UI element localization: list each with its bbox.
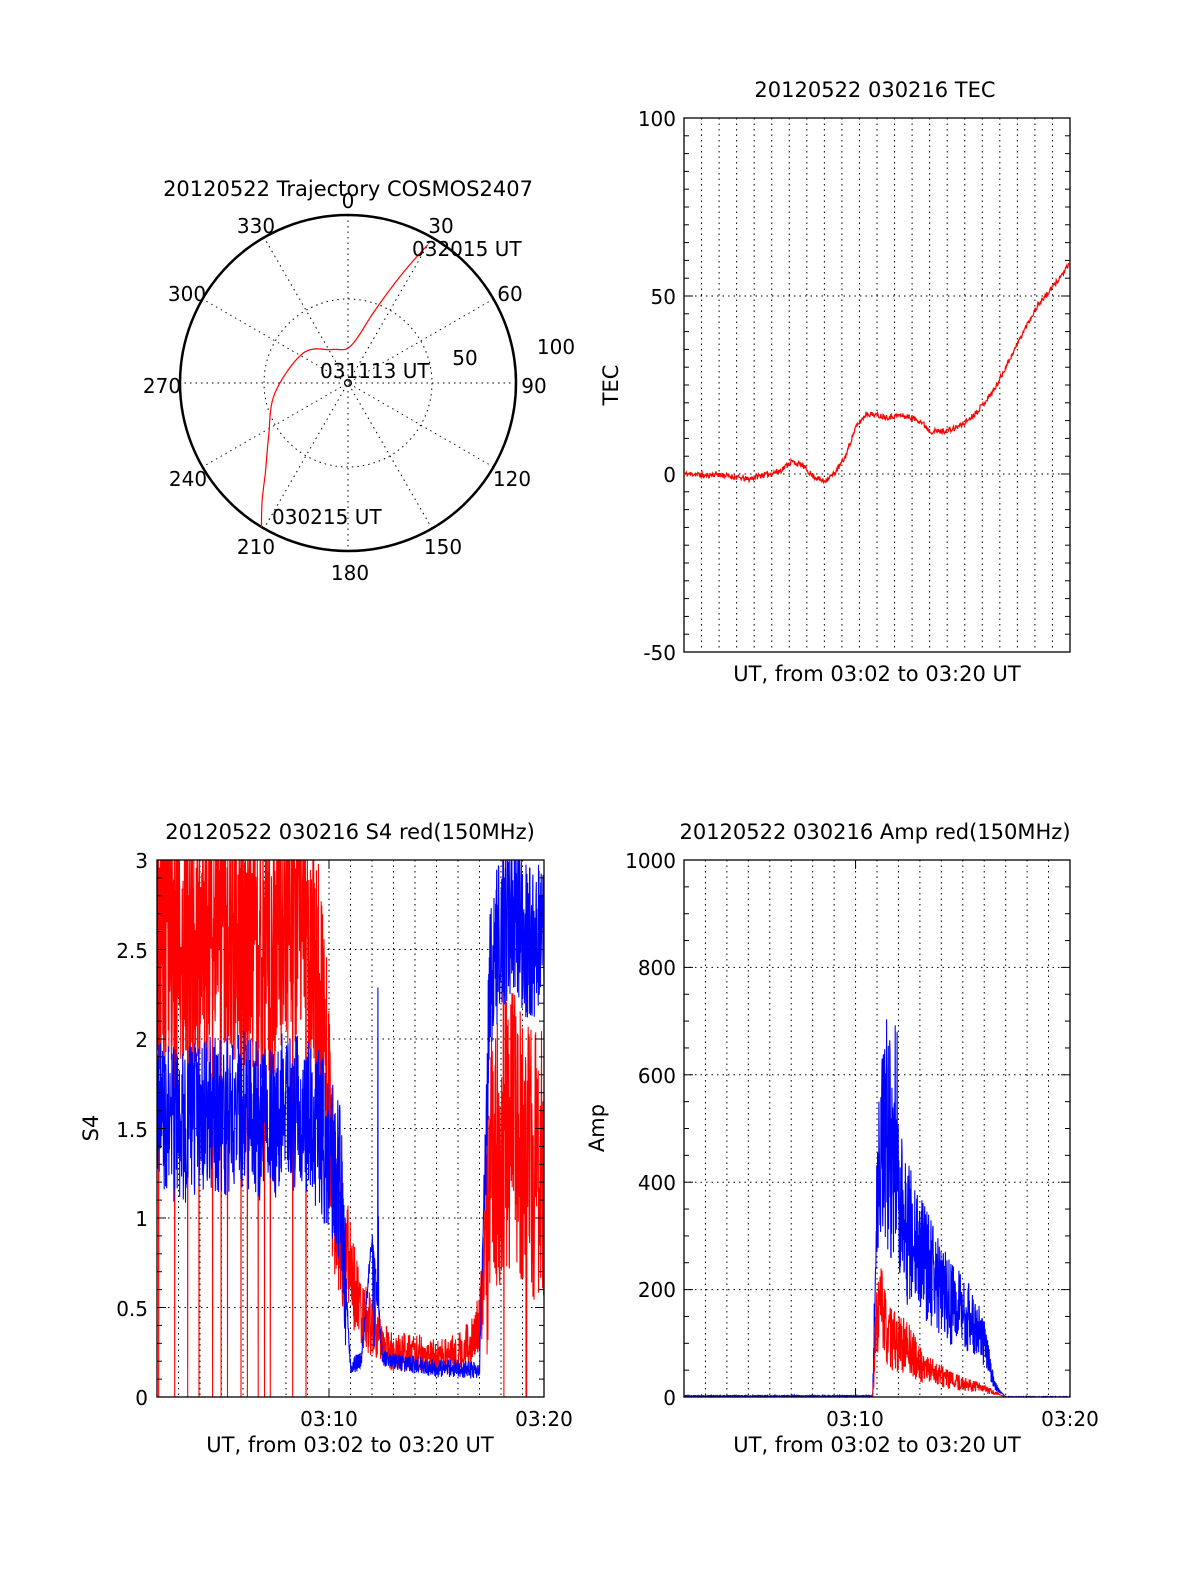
s4-title: 20120522 030216 S4 red(150MHz) xyxy=(165,820,535,844)
azimuth-label-30: 30 xyxy=(428,214,453,238)
trajectory-center-label: 031113 UT xyxy=(320,359,430,383)
tec-ytick-0: 0 xyxy=(663,463,676,487)
polar-center-marker xyxy=(344,379,352,387)
tec-ytick-100: 100 xyxy=(638,107,676,131)
azimuth-label-120: 120 xyxy=(493,467,531,491)
amp-ticks xyxy=(684,859,1071,1398)
amp-title: 20120522 030216 Amp red(150MHz) xyxy=(679,820,1070,844)
s4-blue-series-line xyxy=(156,859,545,1379)
s4-panel: 20120522 030216 S4 red(150MHz) 3 2.5 2 1… xyxy=(79,820,573,1457)
s4-xlabel: UT, from 03:02 to 03:20 UT xyxy=(206,1433,494,1457)
amp-xtick-0320: 03:20 xyxy=(1041,1407,1099,1431)
trajectory-title: 20120522 Trajectory COSMOS2407 xyxy=(163,177,533,201)
s4-ytick-0.5: 0.5 xyxy=(116,1297,148,1321)
amp-ytick-0: 0 xyxy=(663,1386,676,1410)
tec-ytick-minus50: -50 xyxy=(643,641,676,665)
tec-panel: 20120522 030216 TEC 100 50 0 -50 UT, fro… xyxy=(599,78,1071,686)
azimuth-label-240: 240 xyxy=(169,467,207,491)
tec-xlabel: UT, from 03:02 to 03:20 UT xyxy=(733,662,1021,686)
polar-outer-circle xyxy=(178,213,518,553)
polar-grid-spoke xyxy=(263,237,433,529)
trajectory-start-label: 030215 UT xyxy=(272,505,382,529)
s4-ytick-1.5: 1.5 xyxy=(116,1118,148,1142)
amp-ytick-800: 800 xyxy=(638,956,676,980)
tec-series-line xyxy=(683,261,1071,485)
azimuth-label-180: 180 xyxy=(331,561,369,585)
trajectory-end-label: 032015 UT xyxy=(412,237,522,261)
polar-grid-spoke xyxy=(202,298,494,468)
tec-ytick-50: 50 xyxy=(651,285,676,309)
s4-ytick-1: 1 xyxy=(135,1207,148,1231)
radial-label-50: 50 xyxy=(452,346,477,370)
amp-ytick-200: 200 xyxy=(638,1278,676,1302)
azimuth-label-270: 270 xyxy=(143,374,181,398)
amp-grid xyxy=(684,860,1070,1397)
amp-xlabel: UT, from 03:02 to 03:20 UT xyxy=(733,1433,1021,1457)
azimuth-labels: 0 30 60 90 120 150 180 210 240 270 300 3… xyxy=(143,189,547,585)
azimuth-label-90: 90 xyxy=(521,374,546,398)
trajectory-panel: 20120522 Trajectory COSMOS2407 0 30 60 9… xyxy=(143,177,575,585)
azimuth-label-300: 300 xyxy=(168,282,206,306)
polar-grid-spoke xyxy=(263,237,433,529)
amp-ytick-400: 400 xyxy=(638,1171,676,1195)
polar-grid-spoke xyxy=(202,298,494,468)
s4-ytick-3: 3 xyxy=(135,849,148,873)
amp-ylabel: Amp xyxy=(585,1104,609,1152)
polar-grid xyxy=(180,215,516,551)
tec-grid xyxy=(684,118,1070,652)
s4-ylabel: S4 xyxy=(79,1115,103,1142)
amp-ytick-600: 600 xyxy=(638,1064,676,1088)
trajectory-track xyxy=(260,244,429,527)
tec-title: 20120522 030216 TEC xyxy=(754,78,995,102)
s4-ticks xyxy=(157,859,545,1398)
amp-xtick-0310: 03:10 xyxy=(826,1407,884,1431)
azimuth-label-0: 0 xyxy=(342,189,355,213)
s4-xtick-0320: 03:20 xyxy=(515,1407,573,1431)
s4-ytick-2: 2 xyxy=(135,1028,148,1052)
azimuth-label-150: 150 xyxy=(424,535,462,559)
s4-ytick-0: 0 xyxy=(135,1386,148,1410)
amp-ytick-1000: 1000 xyxy=(625,849,676,873)
tec-ticks xyxy=(684,117,1070,653)
tec-ylabel: TEC xyxy=(599,365,623,407)
radial-label-100: 100 xyxy=(537,335,575,359)
s4-ytick-2.5: 2.5 xyxy=(116,939,148,963)
azimuth-label-330: 330 xyxy=(237,214,275,238)
amp-panel: 20120522 030216 Amp red(150MHz) 1000 800… xyxy=(585,820,1099,1457)
azimuth-label-60: 60 xyxy=(497,282,522,306)
s4-xtick-0310: 03:10 xyxy=(300,1407,358,1431)
azimuth-label-210: 210 xyxy=(237,535,275,559)
